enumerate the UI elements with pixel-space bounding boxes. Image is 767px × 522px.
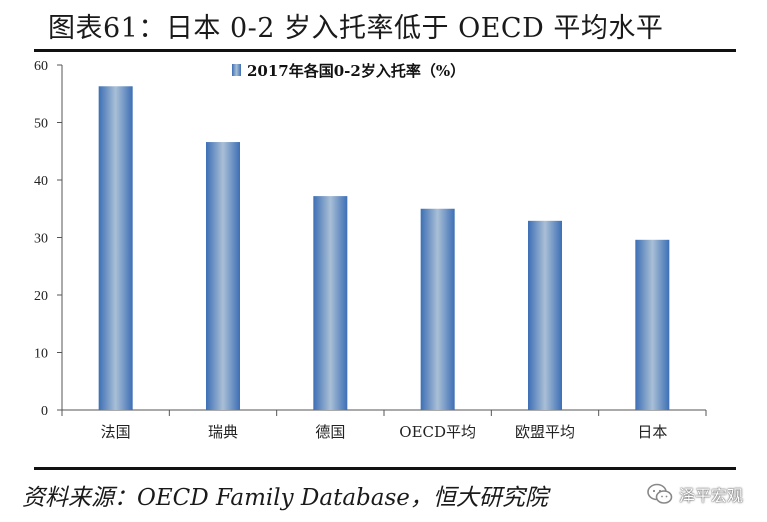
top-divider xyxy=(34,49,736,52)
bar-chart: 0 10 20 30 40 50 60 法国 瑞典 德国 OECD平均 欧盟平均 日本 2017年各国0… xyxy=(34,59,707,441)
bottom-divider xyxy=(34,467,736,470)
legend-label: 2017年各国0-2岁入托率（%） xyxy=(247,62,465,80)
y-tick-label: 20 xyxy=(34,289,48,304)
y-tick-label: 10 xyxy=(34,347,48,362)
chart-title: 图表61：日本 0-2 岁入托率低于 OECD 平均水平 xyxy=(48,13,664,44)
x-tick-label: 日本 xyxy=(637,423,667,441)
y-tick-label: 0 xyxy=(41,404,48,419)
watermark-text: 泽平宏观 xyxy=(678,486,743,505)
y-tick-label: 50 xyxy=(34,117,48,132)
source-note: 资料来源：OECD Family Database，恒大研究院 xyxy=(22,485,548,511)
x-tick-label: OECD平均 xyxy=(399,423,476,441)
watermark: 泽平宏观 xyxy=(647,482,743,506)
bar-1 xyxy=(206,142,240,411)
bar-4 xyxy=(528,220,562,410)
y-tick-label: 60 xyxy=(34,59,48,74)
y-tick-label: 40 xyxy=(34,174,48,189)
bar-3 xyxy=(420,208,455,410)
x-tick-label: 欧盟平均 xyxy=(515,423,575,441)
legend: 2017年各国0-2岁入托率（%） xyxy=(232,62,465,80)
legend-swatch xyxy=(232,64,241,76)
y-tick-label: 30 xyxy=(34,232,48,247)
wechat-icon xyxy=(647,483,673,504)
x-tick-label: 法国 xyxy=(101,423,131,441)
bar-5 xyxy=(635,239,670,410)
bar-0 xyxy=(98,86,133,411)
x-tick-label: 瑞典 xyxy=(208,423,238,441)
x-tick-label: 德国 xyxy=(315,423,345,441)
axes: 0 10 20 30 40 50 60 法国 瑞典 德国 OECD平均 欧盟平均 日本 xyxy=(34,59,707,441)
bar-2 xyxy=(313,196,348,410)
bars xyxy=(98,86,670,411)
